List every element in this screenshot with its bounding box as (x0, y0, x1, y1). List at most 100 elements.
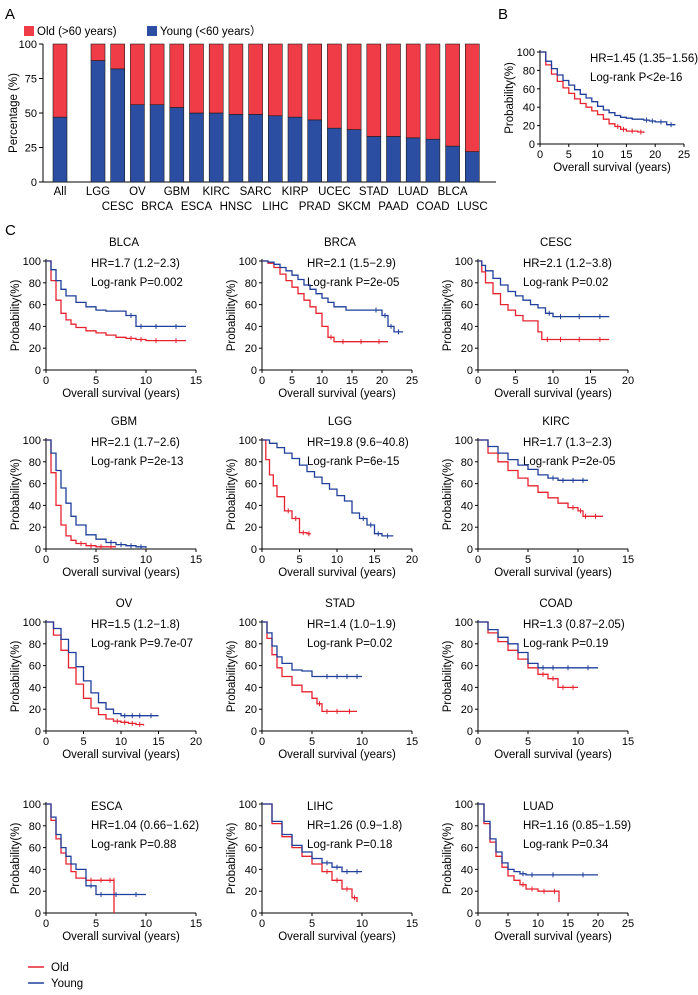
km-annotation-line: Log-rank P=0.19 (523, 638, 608, 650)
km-x-tick-label: 0 (259, 554, 265, 566)
km-x-axis-label: Overall survival (years) (278, 567, 396, 579)
km-y-axis-label: Probability(%) (442, 641, 454, 713)
km-y-tick-label: 80 (245, 457, 257, 469)
km-y-tick-label: 0 (251, 365, 257, 377)
km-x-tick-label: 0 (43, 736, 49, 748)
bar-young-SKCM (346, 129, 362, 183)
km-title: KIRC (542, 416, 569, 428)
km-y-tick-label: 80 (461, 639, 473, 651)
km-x-tick-label: 5 (505, 918, 511, 930)
bar-young-HNSC (228, 114, 244, 183)
km-curve-young (46, 621, 159, 717)
km-y-tick-label: 0 (467, 908, 473, 920)
km-panel-LIHC: 0 20 40 60 80 100 0 5 10 15 Overall survival (year… (226, 799, 418, 943)
km-x-tick-label: 10 (115, 736, 127, 748)
km-curve-young (262, 439, 394, 537)
km-y-tick-label: 100 (23, 435, 41, 447)
km-x-axis-label: Overall survival (years) (553, 162, 671, 174)
km-y-tick-label: 40 (461, 682, 473, 694)
km-x-axis-label: Overall survival (years) (494, 749, 612, 761)
km-x-tick-label: 10 (140, 375, 152, 387)
km-annotation-line: Log-rank P<2e-16 (590, 72, 682, 84)
a-category-label: GBM (164, 186, 190, 198)
bar-old-LIHC (267, 43, 283, 117)
bar-old-LUAD (405, 43, 421, 139)
km-y-tick-label: 20 (461, 886, 473, 898)
a-category-label: HNSC (220, 201, 253, 213)
km-y-tick-label: 20 (461, 343, 473, 355)
km-y-tick-label: 60 (245, 300, 257, 312)
km-panel-B: 0 20 40 60 80 100 0 5 10 15 20 25 Overall survival (… (504, 47, 698, 174)
km-curve-young (540, 51, 676, 126)
km-y-tick-label: 60 (29, 300, 41, 312)
km-x-tick-label: 15 (368, 554, 380, 566)
km-x-tick-label: 15 (622, 554, 634, 566)
panel-label-c: C (5, 222, 16, 239)
km-y-tick-label: 0 (35, 365, 41, 377)
km-y-tick-label: 40 (29, 864, 41, 876)
bar-old-All (52, 43, 68, 118)
bar-old-HNSC (228, 43, 244, 115)
km-y-tick-label: 20 (461, 522, 473, 534)
km-y-tick-label: 80 (29, 457, 41, 469)
km-curve-young (46, 803, 146, 896)
legend-c: Old Young (28, 962, 83, 990)
bar-old-BLCA (445, 43, 460, 147)
km-panel-BLCA: 0 20 40 60 80 100 0 5 10 15 Overall survival (year… (10, 237, 202, 400)
km-y-axis-label: Probability(%) (504, 62, 516, 134)
km-y-tick-label: 80 (29, 278, 41, 290)
km-annotation-line: HR=2.1 (1.7−2.6) (91, 437, 180, 449)
a-category-label: LUAD (398, 186, 429, 198)
a-category-label: BLCA (438, 186, 468, 198)
bar-young-BRCA (149, 104, 165, 183)
km-panel-ESCA: 0 20 40 60 80 100 0 5 10 15 Overall survival (year… (10, 799, 202, 943)
km-y-tick-label: 40 (461, 321, 473, 333)
km-y-tick-label: 60 (29, 843, 41, 855)
legend-a-young-label: Young (<60 years） (160, 25, 262, 38)
a-category-label: SKCM (337, 201, 370, 213)
km-y-tick-label: 40 (245, 864, 257, 876)
a-category-label: SARC (240, 186, 272, 198)
km-annotation-line: LUAD (523, 801, 554, 813)
km-x-tick-label: 20 (649, 149, 661, 161)
km-curve-old (46, 439, 116, 548)
legend-c-old-label: Old (51, 962, 69, 974)
km-y-tick-label: 60 (523, 84, 535, 96)
km-x-tick-label: 20 (592, 918, 604, 930)
km-y-tick-label: 60 (461, 661, 473, 673)
a-y-axis-label: Percentage (%) (8, 73, 20, 153)
bar-old-ESCA (189, 43, 204, 114)
km-x-axis-label: Overall survival (years) (494, 567, 612, 579)
bar-young-GBM (169, 107, 185, 183)
km-title: CESC (540, 237, 572, 249)
km-y-tick-label: 100 (455, 617, 473, 629)
km-x-axis-label: Overall survival (years) (278, 931, 396, 943)
km-y-tick-label: 80 (245, 278, 257, 290)
km-x-axis-label: Overall survival (years) (494, 931, 612, 943)
bar-young-All (52, 116, 68, 183)
km-panel-OV: 0 20 40 60 80 100 0 5 10 15 20 Overall survival (ye… (10, 598, 202, 761)
km-y-tick-label: 100 (239, 256, 257, 268)
km-x-tick-label: 15 (584, 375, 596, 387)
km-y-tick-label: 100 (455, 435, 473, 447)
km-x-tick-label: 5 (296, 554, 302, 566)
km-x-tick-label: 15 (562, 918, 574, 930)
bar-young-UCEC (327, 127, 342, 183)
km-annotation-line: HR=1.04 (0.66−1.62) (91, 820, 199, 832)
km-annotation-line: HR=1.45 (1.35−1.56) (590, 53, 698, 65)
a-category-label: All (54, 186, 67, 198)
km-y-axis-label: Probability(%) (10, 280, 22, 352)
bar-young-ESCA (189, 112, 204, 183)
km-x-tick-label: 25 (678, 149, 690, 161)
bar-young-BLCA (445, 145, 460, 183)
km-panel-GBM: 0 20 40 60 80 100 0 5 10 15 Overall survival (year… (10, 416, 202, 579)
km-panel-BRCA: 0 20 40 60 80 100 0 5 10 15 20 25 Overall survival (… (226, 237, 418, 400)
km-curve-old (478, 803, 560, 903)
km-x-tick-label: 25 (622, 918, 634, 930)
km-curve-old (478, 260, 610, 341)
km-y-tick-label: 20 (29, 522, 41, 534)
bar-young-KIRP (287, 116, 303, 183)
km-y-tick-label: 40 (245, 682, 257, 694)
km-y-tick-label: 100 (239, 799, 257, 811)
